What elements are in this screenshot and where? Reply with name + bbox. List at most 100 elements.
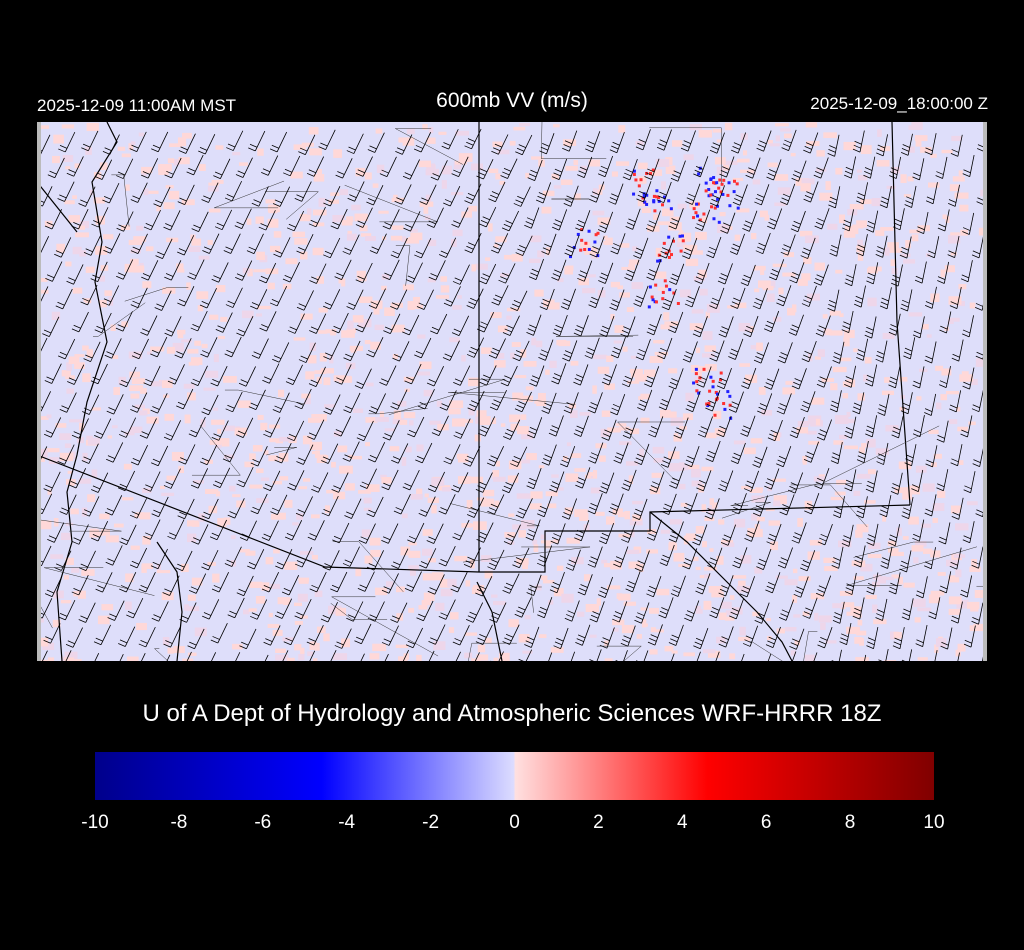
velocity-cell (213, 354, 219, 363)
velocity-cell (561, 593, 574, 603)
wind-barb (608, 493, 624, 515)
wind-barb (756, 548, 772, 570)
wind-barb (82, 394, 100, 415)
wind-barb (912, 519, 925, 542)
velocity-cell (582, 287, 596, 294)
wind-barb (250, 446, 268, 467)
velocity-cell (711, 385, 715, 389)
velocity-cell (323, 377, 331, 386)
velocity-cell (629, 518, 643, 526)
velocity-cell (548, 600, 554, 605)
wind-barb (764, 468, 780, 490)
velocity-cell (770, 541, 779, 551)
velocity-cell (915, 140, 922, 147)
velocity-cell (192, 520, 200, 527)
velocity-cell (65, 375, 75, 380)
velocity-cell (122, 497, 134, 501)
velocity-cell (312, 247, 324, 256)
velocity-cell (423, 389, 433, 397)
wind-barb (346, 289, 364, 310)
velocity-cell (70, 508, 79, 515)
velocity-cell (422, 124, 428, 130)
velocity-cell (348, 454, 354, 459)
velocity-cell (761, 410, 772, 416)
wind-barb (94, 312, 112, 334)
wind-barb (307, 520, 325, 541)
velocity-cell (324, 404, 336, 408)
velocity-cell (194, 627, 207, 637)
velocity-cell (674, 464, 689, 471)
wind-barb (78, 602, 96, 623)
velocity-cell (583, 248, 587, 252)
velocity-cell (914, 135, 928, 142)
wind-barb (779, 494, 795, 516)
velocity-cell (311, 514, 320, 519)
wind-barb (414, 337, 432, 359)
velocity-cell (752, 179, 761, 185)
velocity-cell (601, 559, 608, 564)
wind-barb (766, 523, 782, 546)
velocity-cell (64, 200, 75, 205)
velocity-cell (709, 193, 713, 197)
velocity-cell (520, 414, 527, 420)
wind-barb (939, 571, 952, 594)
velocity-cell (187, 348, 199, 354)
velocity-cell (814, 262, 825, 271)
velocity-cell (913, 557, 919, 564)
velocity-cell (732, 575, 747, 579)
velocity-cell (495, 460, 500, 467)
velocity-cell (68, 215, 81, 223)
vertical-velocity-map (37, 122, 987, 661)
velocity-cell (553, 124, 560, 128)
velocity-cell (455, 130, 470, 136)
wind-barb (648, 416, 664, 438)
velocity-cell (413, 494, 422, 500)
velocity-cell (247, 268, 253, 277)
velocity-cell (71, 567, 80, 573)
velocity-cell (791, 595, 798, 603)
velocity-cell (329, 354, 334, 364)
velocity-cell (144, 190, 159, 194)
velocity-cell (930, 550, 941, 558)
wind-barb (368, 442, 386, 463)
velocity-cell (331, 461, 336, 468)
velocity-cell (978, 227, 985, 236)
velocity-cell (215, 491, 221, 497)
wind-barb (330, 208, 348, 230)
wind-barb (833, 496, 845, 519)
wind-barb (865, 415, 878, 438)
velocity-cell (346, 233, 357, 241)
us-mexico-border-west (37, 454, 480, 573)
wind-barb (817, 524, 833, 546)
velocity-cell (318, 330, 328, 334)
wind-barb (612, 601, 628, 623)
county-border (214, 180, 285, 209)
wind-barb (294, 598, 312, 620)
velocity-cell (920, 146, 932, 153)
velocity-cell (884, 576, 894, 581)
velocity-cell (454, 160, 467, 165)
velocity-cell (41, 520, 52, 530)
wind-barb (275, 548, 293, 570)
wind-barb (54, 237, 72, 258)
wind-barb (601, 364, 617, 386)
wind-barb (549, 571, 565, 594)
velocity-cell (256, 251, 265, 260)
wind-barb (354, 368, 372, 389)
wind-barb (330, 650, 337, 661)
velocity-cell (169, 143, 183, 148)
velocity-cell (385, 581, 394, 587)
wind-barb (258, 210, 276, 231)
velocity-cell (558, 340, 571, 347)
velocity-cell (903, 259, 916, 264)
wind-barb (673, 417, 689, 439)
wind-barb (646, 314, 662, 336)
wind-barb (865, 364, 878, 387)
velocity-cell (182, 132, 192, 139)
wind-barb (866, 627, 879, 650)
velocity-cell (493, 360, 506, 368)
velocity-cell (125, 573, 134, 583)
velocity-cell (722, 402, 726, 406)
wind-barb (633, 285, 649, 307)
velocity-cell (319, 352, 327, 362)
